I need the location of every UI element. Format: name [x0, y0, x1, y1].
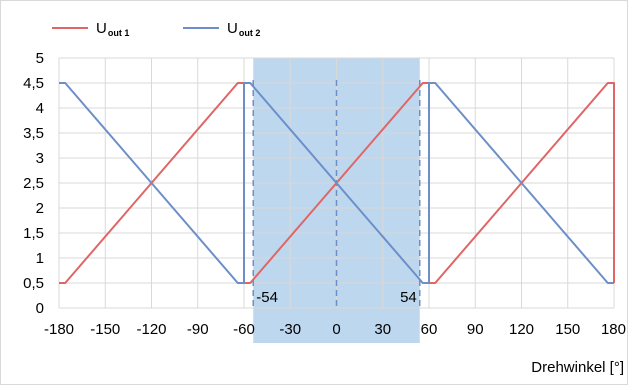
x-tick-label: -120 [136, 321, 166, 338]
y-tick-label: 3 [36, 150, 44, 167]
legend-label-2: Uout 2 [227, 20, 260, 38]
x-tick-label: 180 [601, 321, 626, 338]
legend-subscript-2: out 2 [239, 28, 261, 38]
x-tick-label: 120 [509, 321, 534, 338]
legend: Uout 1 Uout 2 [52, 20, 260, 38]
y-tick-label: 0,5 [23, 275, 44, 292]
y-tick-label: 1 [36, 250, 44, 267]
series-layer [59, 82, 615, 284]
legend-subscript-1: out 1 [108, 28, 130, 38]
marker-layer: -54 54 [252, 80, 421, 308]
y-tick-label: 1,5 [23, 225, 44, 242]
y-tick-label: 3,5 [23, 125, 44, 142]
x-tick-label: -60 [233, 321, 255, 338]
x-tick-label: 90 [467, 321, 484, 338]
x-tick-label: 30 [374, 321, 391, 338]
x-tick-label: 150 [555, 321, 580, 338]
y-tick-label: 2,5 [23, 175, 44, 192]
y-tick-label: 2 [36, 200, 44, 217]
y-tick-label: 4 [36, 100, 44, 117]
marker-label: -54 [256, 289, 278, 306]
series-line-1 [59, 82, 615, 284]
x-axis-label: Drehwinkel [°] [531, 359, 624, 376]
x-tick-label: -150 [90, 321, 120, 338]
marker-label: 54 [400, 289, 417, 306]
x-tick-label: 0 [332, 321, 340, 338]
x-tick-label: -180 [44, 321, 74, 338]
y-tick-label: 5 [36, 50, 44, 67]
x-tick-label: 60 [421, 321, 438, 338]
y-tick-label: 4,5 [23, 75, 44, 92]
y-tick-label: 0 [36, 300, 44, 317]
axis-layer: 00,511,522,533,544,55-180 -150 -120 -90 -60-… [23, 50, 626, 338]
x-tick-label: -30 [279, 321, 301, 338]
legend-label-1: Uout 1 [96, 20, 129, 38]
series-line-2 [59, 82, 614, 284]
x-tick-label: -90 [187, 321, 209, 338]
